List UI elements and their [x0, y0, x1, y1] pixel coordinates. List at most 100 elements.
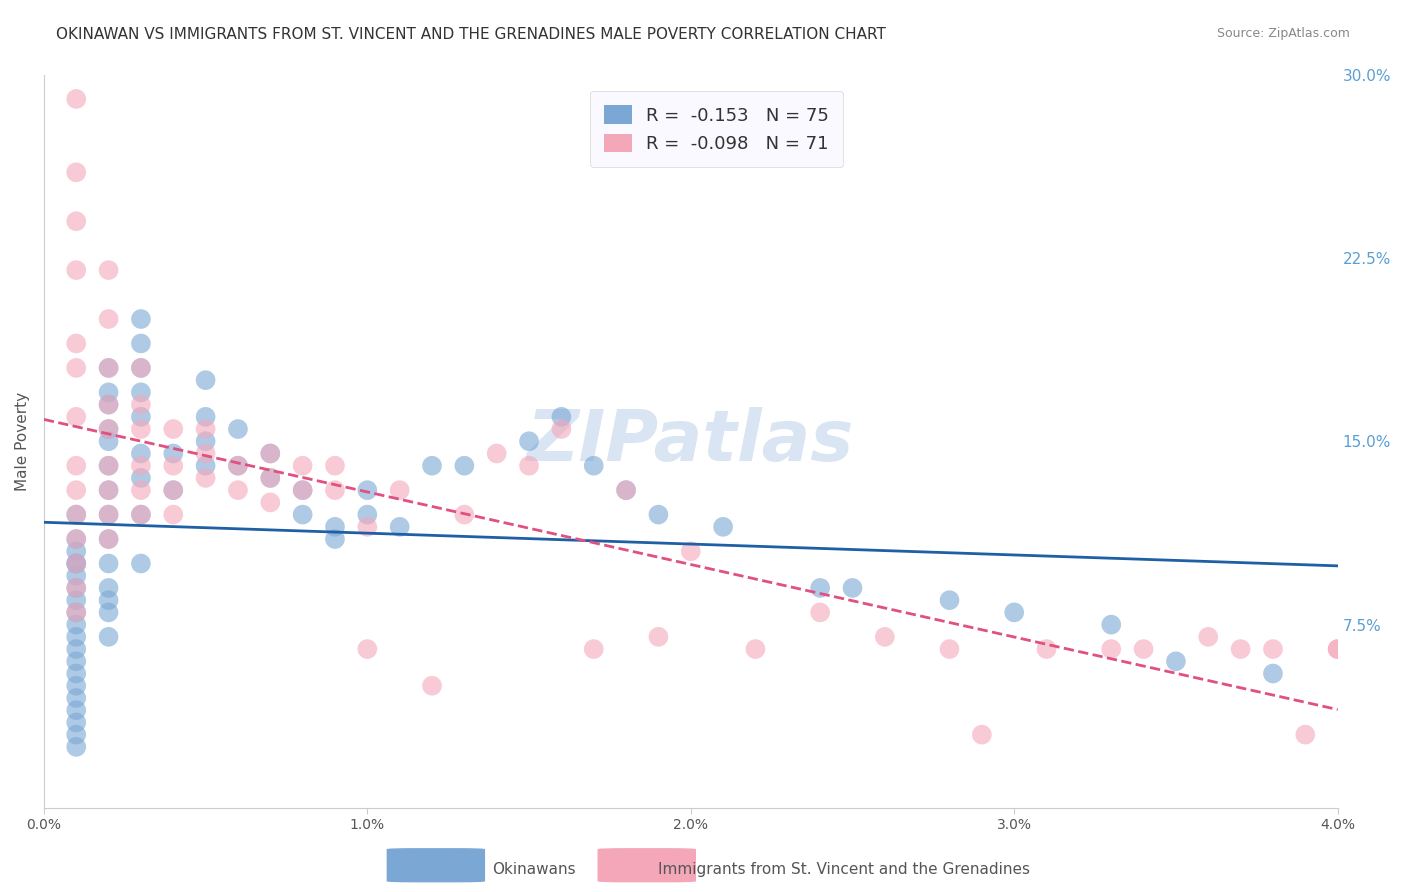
Point: [162, 483, 184, 497]
Text: Immigrants from St. Vincent and the Grenadines: Immigrants from St. Vincent and the Gren…: [658, 863, 1029, 877]
Point: [1002, 606, 1025, 620]
Point: [1326, 642, 1348, 657]
Point: [356, 508, 378, 522]
Point: [1099, 617, 1122, 632]
Point: [65, 690, 87, 705]
Point: [97, 581, 120, 595]
Point: [647, 508, 669, 522]
Point: [970, 728, 993, 742]
Point: [194, 446, 217, 460]
Point: [65, 630, 87, 644]
Point: [65, 739, 87, 754]
Point: [65, 642, 87, 657]
Point: [517, 434, 540, 449]
Point: [259, 446, 281, 460]
Point: [129, 409, 152, 424]
Point: [841, 581, 863, 595]
Point: [65, 214, 87, 228]
Point: [453, 508, 475, 522]
Point: [65, 568, 87, 582]
Point: [938, 593, 960, 607]
Point: [323, 532, 346, 546]
Point: [97, 360, 120, 375]
Point: [582, 458, 605, 473]
Point: [65, 557, 87, 571]
Point: [129, 471, 152, 485]
Point: [291, 483, 314, 497]
Point: [129, 336, 152, 351]
Point: [65, 508, 87, 522]
FancyBboxPatch shape: [598, 848, 696, 882]
Point: [65, 508, 87, 522]
Point: [65, 263, 87, 277]
Text: ZIPatlas: ZIPatlas: [527, 407, 855, 475]
Point: [97, 483, 120, 497]
Point: [65, 715, 87, 730]
Point: [97, 606, 120, 620]
Point: [97, 532, 120, 546]
Point: [388, 520, 411, 534]
Point: [420, 458, 443, 473]
Point: [485, 446, 508, 460]
Point: [226, 422, 249, 436]
Point: [65, 728, 87, 742]
Point: [65, 581, 87, 595]
Point: [65, 532, 87, 546]
Point: [808, 581, 831, 595]
Point: [97, 458, 120, 473]
Point: [808, 606, 831, 620]
Point: [97, 360, 120, 375]
Point: [65, 606, 87, 620]
Point: [97, 434, 120, 449]
Point: [614, 483, 637, 497]
Point: [162, 422, 184, 436]
Point: [1326, 642, 1348, 657]
Point: [97, 263, 120, 277]
Point: [647, 630, 669, 644]
Point: [129, 508, 152, 522]
Point: [259, 495, 281, 509]
Point: [550, 422, 572, 436]
FancyBboxPatch shape: [387, 848, 485, 882]
Point: [97, 422, 120, 436]
Point: [129, 557, 152, 571]
Point: [453, 458, 475, 473]
Point: [1294, 728, 1316, 742]
Point: [97, 483, 120, 497]
Point: [97, 398, 120, 412]
Point: [97, 593, 120, 607]
Point: [1099, 642, 1122, 657]
Y-axis label: Male Poverty: Male Poverty: [15, 392, 30, 491]
Point: [129, 385, 152, 400]
Point: [65, 458, 87, 473]
Point: [356, 642, 378, 657]
Point: [388, 483, 411, 497]
Point: [873, 630, 896, 644]
Point: [162, 508, 184, 522]
Point: [582, 642, 605, 657]
Point: [1164, 654, 1187, 668]
Point: [1197, 630, 1219, 644]
Point: [65, 92, 87, 106]
Text: OKINAWAN VS IMMIGRANTS FROM ST. VINCENT AND THE GRENADINES MALE POVERTY CORRELAT: OKINAWAN VS IMMIGRANTS FROM ST. VINCENT …: [56, 27, 886, 42]
Point: [162, 458, 184, 473]
Point: [97, 508, 120, 522]
Point: [65, 666, 87, 681]
Point: [97, 398, 120, 412]
Point: [162, 446, 184, 460]
Point: [938, 642, 960, 657]
Point: [226, 483, 249, 497]
Point: [323, 458, 346, 473]
Point: [65, 679, 87, 693]
Point: [194, 422, 217, 436]
Point: [65, 544, 87, 558]
Point: [356, 520, 378, 534]
Point: [679, 544, 702, 558]
Point: [194, 409, 217, 424]
Point: [291, 508, 314, 522]
Point: [97, 508, 120, 522]
Point: [129, 312, 152, 326]
Point: [97, 458, 120, 473]
Point: [1035, 642, 1057, 657]
Point: [711, 520, 734, 534]
